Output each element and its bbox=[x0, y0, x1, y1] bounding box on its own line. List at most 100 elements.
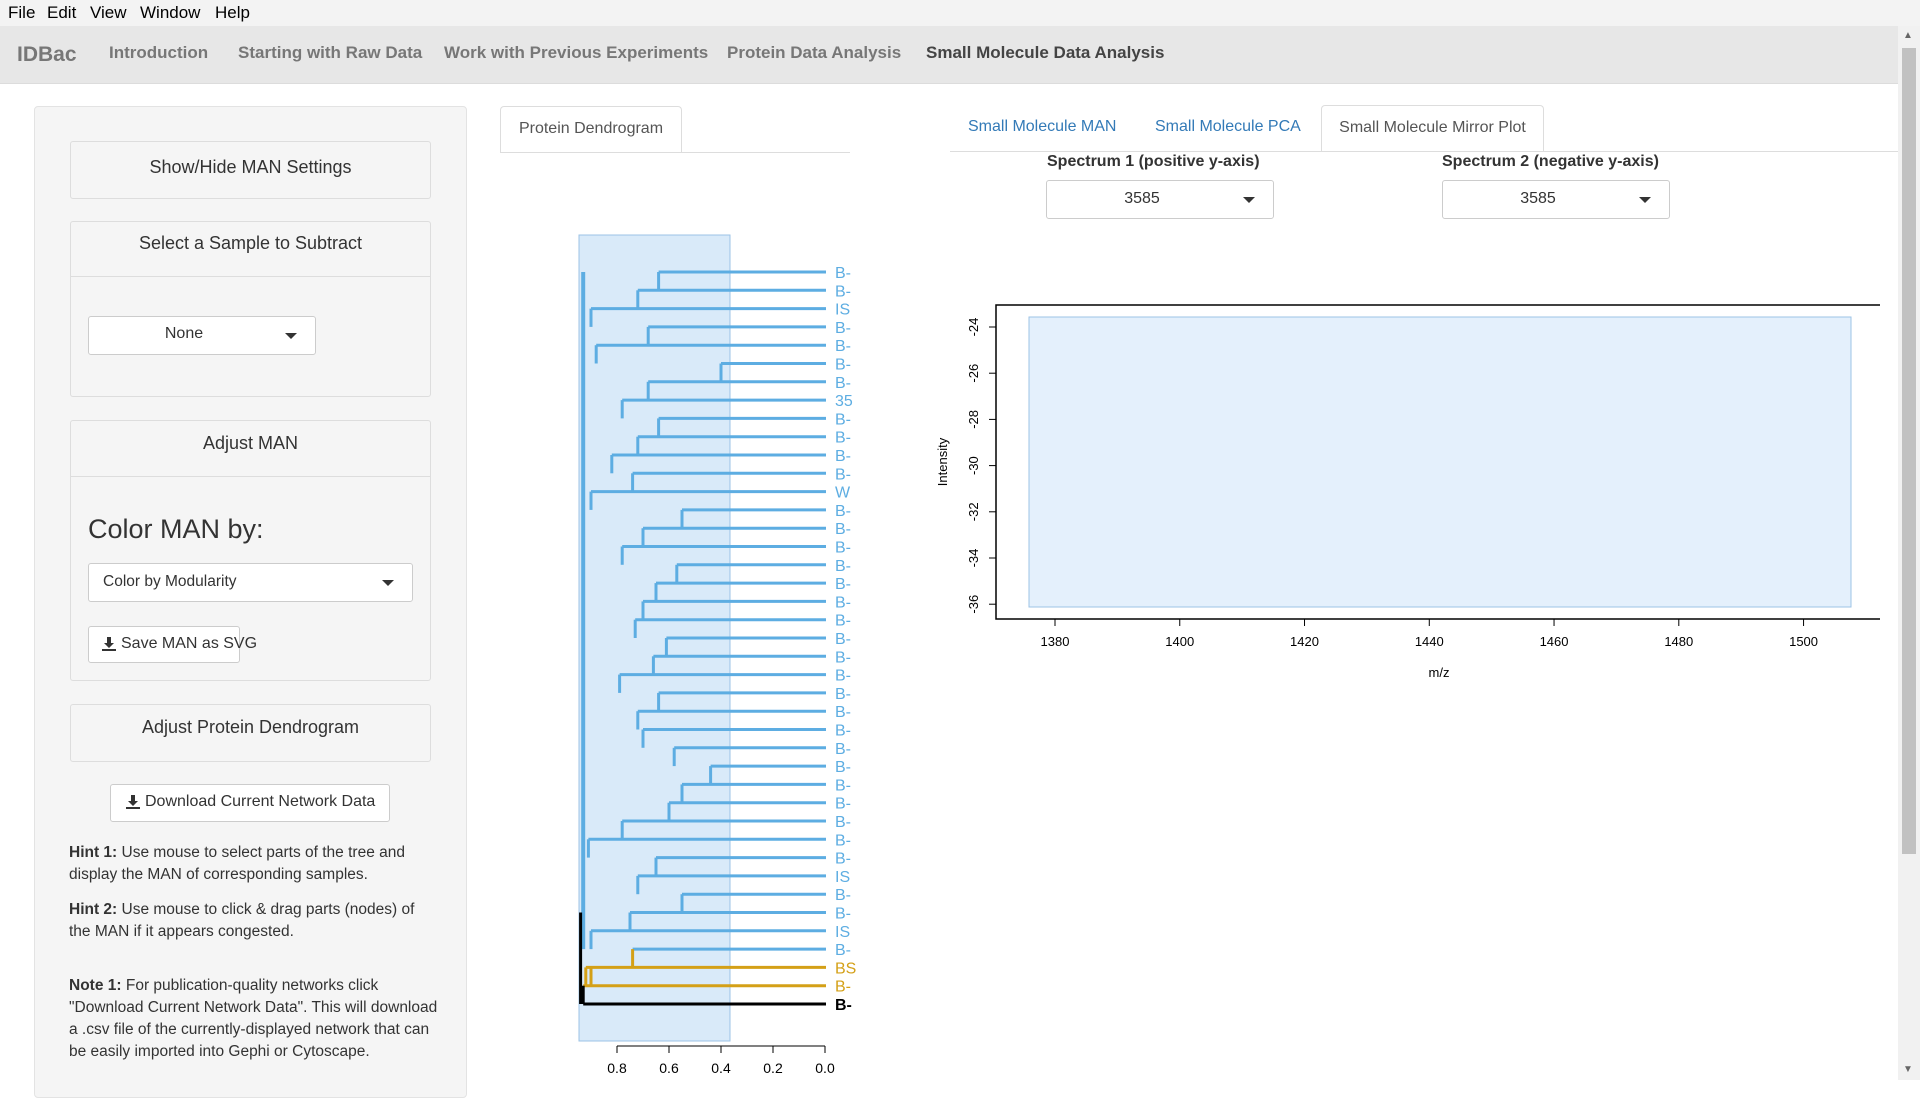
color-man-label: Color MAN by: bbox=[88, 514, 264, 544]
dendrogram-leaf-label: B- bbox=[835, 375, 851, 392]
spectrum-1-value: 3585 bbox=[1124, 190, 1160, 207]
dendrogram-leaf-label: B- bbox=[835, 759, 851, 776]
spectrum-1-select[interactable]: 3585 bbox=[1046, 180, 1274, 219]
menu-file[interactable]: File bbox=[8, 3, 36, 22]
dendrogram-axis-tick-label: 0.2 bbox=[763, 1060, 783, 1076]
menu-edit[interactable]: Edit bbox=[47, 3, 77, 22]
y-tick-label: -34 bbox=[966, 549, 981, 568]
protein-dendrogram[interactable]: B-B-ISB-B-B-B-35B-B-B-B-WB-B-B-B-B-B-B-B… bbox=[540, 140, 920, 1080]
hint-2: Hint 2: Use mouse to click & drag parts … bbox=[69, 901, 415, 940]
dendrogram-leaf-label: B- bbox=[835, 777, 851, 794]
sample-select-value: None bbox=[164, 325, 204, 342]
y-tick-label: -32 bbox=[966, 502, 981, 521]
dendrogram-leaf-label: B- bbox=[835, 887, 851, 904]
dendrogram-leaf-label: B- bbox=[835, 594, 851, 611]
dendrogram-leaf-label: B- bbox=[835, 686, 851, 703]
dendrogram-leaf-label: B- bbox=[835, 558, 851, 575]
dendrogram-leaf-label: IS bbox=[835, 302, 850, 319]
dendrogram-leaf-label: B- bbox=[835, 723, 851, 740]
save-man-svg-button[interactable]: Save MAN as SVG bbox=[88, 626, 257, 663]
y-axis-label: Intensity bbox=[935, 437, 950, 486]
dendrogram-leaf-label: B- bbox=[835, 796, 851, 813]
chevron-down-icon bbox=[1243, 196, 1255, 203]
app-navbar: IDBac Introduction Starting with Raw Dat… bbox=[0, 26, 1898, 84]
adjust-dendrogram-panel[interactable]: Adjust Protein Dendrogram bbox=[70, 704, 431, 762]
scroll-thumb[interactable] bbox=[1902, 48, 1916, 854]
x-tick-label: 1500 bbox=[1789, 634, 1818, 649]
dendrogram-leaf-label: B- bbox=[835, 704, 851, 721]
plot-selection-area bbox=[1028, 316, 1852, 608]
dendrogram-leaf-label: B- bbox=[835, 540, 851, 557]
chevron-down-icon bbox=[382, 579, 394, 586]
dendrogram-leaf-label: B- bbox=[835, 265, 851, 282]
spectrum-2-value: 3585 bbox=[1520, 190, 1556, 207]
tab-small-molecule-pca[interactable]: Small Molecule PCA bbox=[1155, 118, 1301, 135]
nav-previous-experiments[interactable]: Work with Previous Experiments bbox=[444, 43, 709, 62]
menu-help[interactable]: Help bbox=[215, 3, 250, 22]
menu-view[interactable]: View bbox=[90, 3, 127, 22]
spectrum-2-select[interactable]: 3585 bbox=[1442, 180, 1670, 219]
x-tick-label: 1420 bbox=[1290, 634, 1319, 649]
show-hide-man-settings[interactable]: Show/Hide MAN Settings bbox=[149, 157, 352, 177]
y-tick-label: -28 bbox=[966, 410, 981, 429]
dendrogram-axis-tick-label: 0.8 bbox=[607, 1060, 627, 1076]
adjust-man-panel: Adjust MAN Color MAN by: Color by Modula… bbox=[70, 420, 431, 681]
dendrogram-leaf-label: BS bbox=[835, 960, 856, 977]
show-hide-panel[interactable]: Show/Hide MAN Settings bbox=[70, 141, 431, 199]
dendrogram-leaf-label: B- bbox=[835, 576, 851, 593]
nav-starting-raw-data[interactable]: Starting with Raw Data bbox=[238, 43, 423, 62]
dendrogram-leaf-label: B- bbox=[835, 411, 851, 428]
tab-small-molecule-mirror-plot[interactable]: Small Molecule Mirror Plot bbox=[1321, 105, 1544, 152]
y-tick-label: -24 bbox=[966, 318, 981, 337]
app-brand[interactable]: IDBac bbox=[17, 43, 77, 66]
sample-select[interactable]: None bbox=[88, 316, 316, 355]
select-sample-panel: Select a Sample to Subtract None bbox=[70, 221, 431, 397]
sidebar-well: Show/Hide MAN Settings Select a Sample t… bbox=[34, 106, 467, 1098]
download-network-data-label: Download Current Network Data bbox=[145, 793, 376, 810]
dendrogram-axis-tick-label: 0.0 bbox=[815, 1060, 835, 1076]
dendrogram-leaf-label: B- bbox=[835, 448, 851, 465]
page-scrollbar[interactable]: ▲ ▼ bbox=[1898, 26, 1920, 1080]
dendrogram-leaf-label: B- bbox=[835, 851, 851, 868]
os-menu-bar: File Edit View Window Help bbox=[0, 0, 1920, 26]
spectrum-1-label: Spectrum 1 (positive y-axis) bbox=[1047, 153, 1260, 170]
dendrogram-leaf-label: B- bbox=[835, 357, 851, 374]
tab-protein-dendrogram[interactable]: Protein Dendrogram bbox=[500, 106, 682, 153]
dendrogram-leaf-label: B- bbox=[835, 906, 851, 923]
dendrogram-leaf-label: B- bbox=[835, 741, 851, 758]
dendrogram-leaf-label: IS bbox=[835, 869, 850, 886]
dendrogram-axis-tick-label: 0.4 bbox=[711, 1060, 731, 1076]
hint-1: Hint 1: Use mouse to select parts of the… bbox=[69, 844, 405, 883]
dendrogram-leaf-label: IS bbox=[835, 924, 850, 941]
dendrogram-leaf-label: B- bbox=[835, 649, 851, 666]
color-by-select-value: Color by Modularity bbox=[103, 573, 237, 590]
scroll-down-icon[interactable]: ▼ bbox=[1903, 1064, 1913, 1075]
dendrogram-leaf-label: B- bbox=[835, 668, 851, 685]
chevron-down-icon bbox=[285, 332, 297, 339]
nav-protein-analysis[interactable]: Protein Data Analysis bbox=[727, 43, 902, 62]
y-tick-label: -36 bbox=[966, 595, 981, 614]
nav-introduction[interactable]: Introduction bbox=[109, 43, 209, 62]
save-man-svg-label: Save MAN as SVG bbox=[121, 635, 258, 652]
color-by-select[interactable]: Color by Modularity bbox=[88, 563, 413, 602]
dendrogram-leaf-label: W bbox=[835, 485, 851, 502]
nav-small-molecule-analysis[interactable]: Small Molecule Data Analysis bbox=[926, 43, 1165, 62]
dendrogram-leaf-label: 35 bbox=[835, 393, 853, 410]
spectrum-2-label: Spectrum 2 (negative y-axis) bbox=[1442, 153, 1659, 170]
tab-small-molecule-man[interactable]: Small Molecule MAN bbox=[968, 118, 1117, 135]
dendrogram-leaf-label: B- bbox=[835, 430, 851, 447]
mirror-plot[interactable]: -24 -26 -28 -30 -32 -34 -36 1380 1400 1420 1440 146… bbox=[920, 280, 1880, 720]
y-tick-label: -26 bbox=[966, 364, 981, 383]
adjust-dendrogram-heading[interactable]: Adjust Protein Dendrogram bbox=[141, 717, 360, 737]
dendrogram-leaf-label: B- bbox=[835, 997, 852, 1014]
scroll-up-icon[interactable]: ▲ bbox=[1903, 30, 1913, 41]
dendrogram-leaf-label: B- bbox=[835, 979, 851, 996]
dendrogram-leaf-label: B- bbox=[835, 814, 851, 831]
x-tick-label: 1440 bbox=[1415, 634, 1444, 649]
menu-window[interactable]: Window bbox=[140, 3, 201, 22]
download-network-data-button[interactable]: Download Current Network Data bbox=[110, 784, 390, 822]
download-icon bbox=[126, 794, 140, 809]
dendrogram-leaf-label: B- bbox=[835, 613, 851, 630]
dendrogram-leaf-label: B- bbox=[835, 338, 851, 355]
chevron-down-icon bbox=[1639, 196, 1651, 203]
